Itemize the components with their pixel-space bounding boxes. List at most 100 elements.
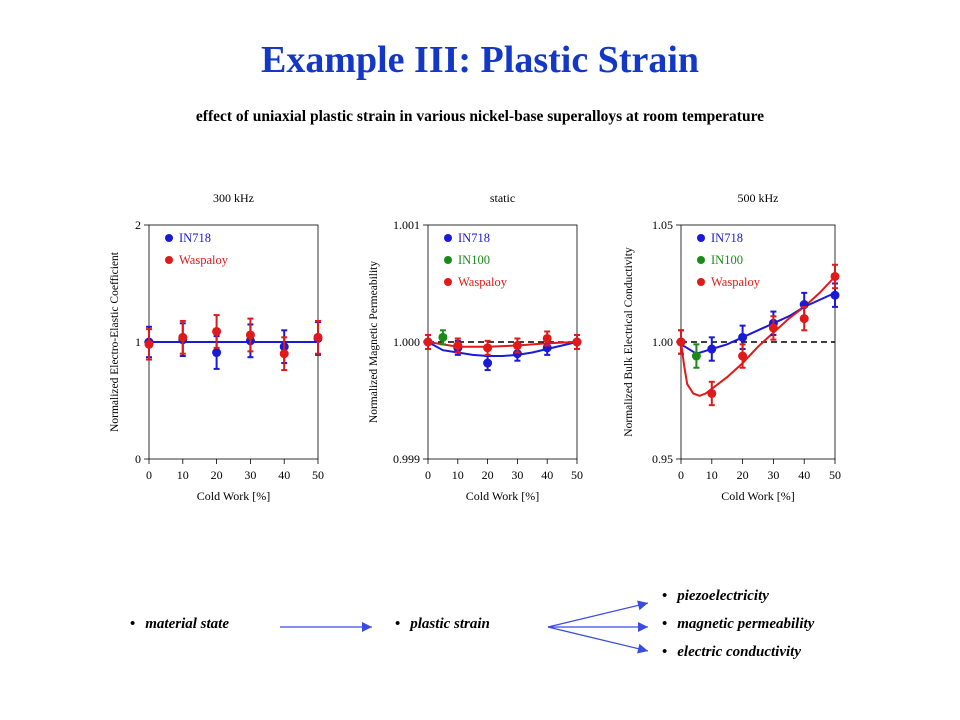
data-point-waspaloy (512, 341, 522, 351)
x-tick-label: 50 (829, 468, 841, 482)
legend-label-in718: IN718 (458, 231, 490, 245)
flow-plastic-strain-label: plastic strain (410, 616, 490, 632)
data-point-waspaloy (453, 341, 463, 351)
x-tick-label: 40 (541, 468, 553, 482)
fit-line-waspaloy (427, 341, 578, 348)
legend-marker-in718 (697, 234, 705, 242)
data-point-in100 (691, 351, 701, 361)
legend-label-in718: IN718 (711, 231, 743, 245)
x-tick-label: 30 (767, 468, 779, 482)
data-point-waspaloy (279, 349, 289, 359)
data-point-waspaloy (423, 337, 433, 347)
y-axis-label: Normalized Bulk Electrical Conductivity (623, 247, 635, 437)
flow-output-label: electric conductivity (677, 644, 801, 660)
data-point-waspaloy (738, 351, 748, 361)
x-tick-label: 30 (244, 468, 256, 482)
data-point-in100 (438, 332, 448, 342)
x-tick-label: 40 (798, 468, 810, 482)
legend-label-in100: IN100 (458, 253, 490, 267)
legend-marker-in718 (165, 234, 173, 242)
flow-arrowhead (637, 600, 648, 611)
data-point-waspaloy (542, 333, 552, 343)
x-tick-label: 10 (706, 468, 718, 482)
flow-plastic-strain: • plastic strain (395, 616, 490, 633)
x-tick-label: 20 (211, 468, 223, 482)
data-point-waspaloy (144, 339, 154, 349)
bullet-dot: • (130, 616, 136, 632)
x-tick-label: 20 (737, 468, 749, 482)
flow-output-magnetic-permeability: • magnetic permeability (662, 616, 814, 633)
flow-material-state: • material state (130, 616, 229, 633)
x-axis-label: Cold Work [%] (197, 489, 270, 503)
x-tick-label: 10 (452, 468, 464, 482)
y-tick-label: 1.05 (652, 218, 673, 232)
chart-title: 500 kHz (738, 191, 779, 205)
x-tick-label: 0 (146, 468, 152, 482)
legend-marker-in100 (697, 256, 705, 264)
y-axis-label: Normalized Magnetic Permeability (368, 261, 380, 423)
data-point-waspaloy (799, 314, 809, 324)
bullet-dot: • (662, 644, 668, 660)
bullet-dot: • (662, 616, 668, 632)
data-point-in718 (212, 348, 222, 358)
flow-output-electric-conductivity: • electric conductivity (662, 644, 801, 661)
flow-arrow-line (547, 626, 649, 652)
legend-marker-in718 (444, 234, 452, 242)
data-point-waspaloy (572, 337, 582, 347)
flow-arrowhead (638, 622, 648, 632)
x-axis-label: Cold Work [%] (721, 489, 794, 503)
flow-arrowhead (637, 643, 648, 654)
flow-material-state-label: material state (145, 616, 230, 632)
legend-label-waspaloy: Waspaloy (711, 275, 761, 289)
x-tick-label: 0 (425, 468, 431, 482)
data-point-waspaloy (830, 271, 840, 281)
data-point-waspaloy (245, 330, 255, 340)
x-axis-label: Cold Work [%] (466, 489, 539, 503)
y-tick-label: 2 (135, 218, 141, 232)
fit-line-waspaloy (680, 275, 836, 397)
chart-title: static (490, 191, 515, 205)
page-subtitle: effect of uniaxial plastic strain in var… (195, 108, 765, 125)
x-tick-label: 10 (177, 468, 189, 482)
data-point-in718 (512, 349, 522, 359)
legend-marker-waspaloy (697, 278, 705, 286)
bullet-dot: • (662, 588, 668, 604)
flow-arrowhead (362, 622, 372, 632)
legend-marker-in100 (444, 256, 452, 264)
legend-label-waspaloy: Waspaloy (458, 275, 508, 289)
y-axis-label: Normalized Electro-Elastic Coefficient (109, 251, 121, 432)
y-tick-label: 1.001 (393, 218, 420, 232)
legend-marker-waspaloy (165, 256, 173, 264)
flow-output-label: piezoelectricity (677, 588, 769, 604)
data-point-in718 (707, 344, 717, 354)
data-point-waspaloy (178, 332, 188, 342)
y-tick-label: 0.999 (393, 452, 420, 466)
y-tick-label: 1 (135, 335, 141, 349)
chart-title: 300 kHz (213, 191, 254, 205)
flow-output-label: magnetic permeability (677, 616, 815, 632)
x-tick-label: 50 (571, 468, 583, 482)
data-point-in718 (483, 358, 493, 368)
y-tick-label: 1.000 (393, 335, 420, 349)
x-tick-label: 30 (511, 468, 523, 482)
legend-label-in100: IN100 (711, 253, 743, 267)
data-point-waspaloy (768, 323, 778, 333)
x-tick-label: 50 (312, 468, 324, 482)
fit-line-in718 (680, 291, 836, 355)
flow-arrow-line (547, 602, 649, 628)
data-point-waspaloy (212, 326, 222, 336)
data-point-waspaloy (676, 337, 686, 347)
legend-label-in718: IN718 (179, 231, 211, 245)
data-point-waspaloy (483, 343, 493, 353)
y-tick-label: 1.00 (652, 335, 673, 349)
legend-marker-waspaloy (444, 278, 452, 286)
x-tick-label: 20 (482, 468, 494, 482)
data-point-in718 (830, 290, 840, 300)
data-point-waspaloy (313, 332, 323, 342)
legend-label-waspaloy: Waspaloy (179, 253, 229, 267)
y-tick-label: 0 (135, 452, 141, 466)
x-tick-label: 40 (278, 468, 290, 482)
y-tick-label: 0.95 (652, 452, 673, 466)
x-tick-label: 0 (678, 468, 684, 482)
